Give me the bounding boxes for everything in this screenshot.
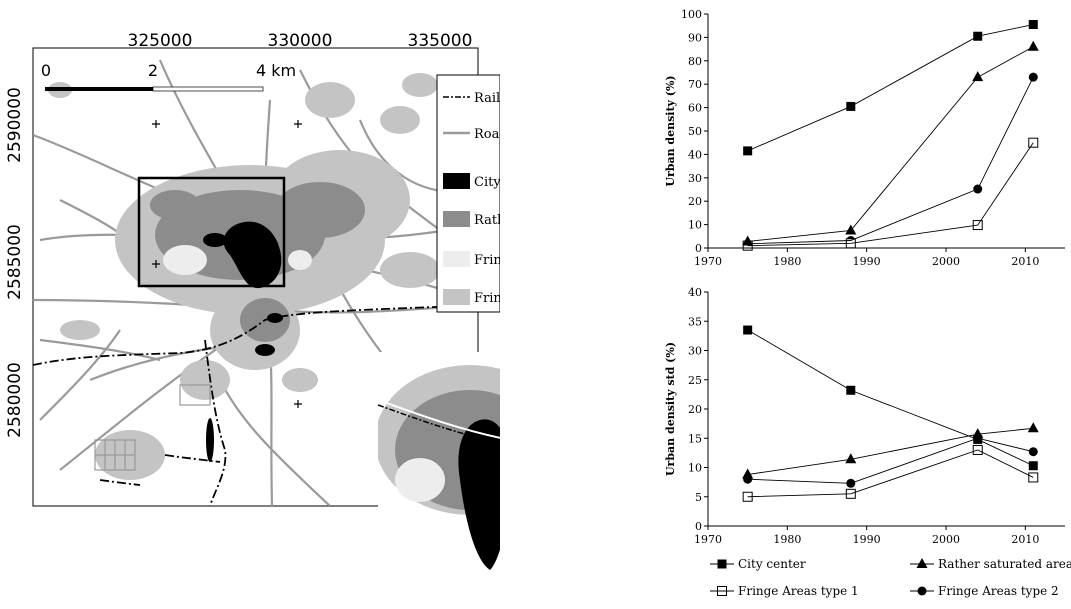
y-tick-label: 60: [688, 102, 702, 115]
map-svg: 325000 330000 335000 2590000 2585000 258…: [5, 31, 627, 576]
series-line: [747, 76, 1034, 245]
x-tick-label: 1990: [853, 255, 881, 268]
y-tick-label: 50: [688, 125, 702, 138]
marker-triangle: [916, 558, 928, 568]
x-coord-label: 335000: [408, 31, 473, 51]
series-line: [747, 142, 1034, 247]
scale-label: 2: [148, 61, 158, 80]
map-content: 0 2 4 km: [33, 59, 478, 506]
y-axis-label: Urban density std (%): [664, 342, 677, 476]
y-tick-label: 5: [695, 491, 702, 504]
y-tick-label: 90: [688, 31, 702, 44]
y-tick-label: 35: [688, 315, 702, 328]
x-tick-label: 2010: [1011, 255, 1039, 268]
charts-svg: Urban density std (%)2010200019901980197…: [664, 8, 1071, 598]
legend-label: City Center: [474, 175, 500, 190]
y-tick-label: 0: [695, 242, 702, 255]
series-line: [747, 46, 1034, 242]
y-tick-label: 30: [688, 172, 702, 185]
cross-markers: [152, 120, 302, 408]
x-tick-label: 2000: [932, 533, 960, 546]
scale-bar: 0 2 4 km: [41, 61, 296, 92]
marker-triangle: [1027, 422, 1039, 433]
y-tick-label: 25: [688, 374, 702, 387]
city-center-areas: [203, 221, 283, 462]
y-axis-label: Urban density (%): [664, 75, 677, 186]
legend-label: Rather saturated areas: [938, 557, 1071, 571]
y-coord-label: 2590000: [5, 87, 25, 163]
y-coord-label: 2580000: [5, 362, 25, 438]
series-line: [747, 427, 1034, 475]
legend-label: Fringe areas type 1: [474, 253, 500, 268]
legend-symbol: [443, 289, 470, 305]
x-tick-label: 1970: [694, 255, 722, 268]
y-tick-label: 10: [688, 462, 702, 475]
marker-triangle: [742, 235, 754, 246]
series-line: [747, 449, 1034, 498]
legend-symbol: [443, 211, 470, 227]
marker-triangle: [845, 224, 857, 235]
x-coord-label: 330000: [268, 31, 333, 51]
x-tick-label: 2010: [1011, 533, 1039, 546]
series-line: [747, 437, 1034, 484]
x-tick-label: 1970: [694, 533, 722, 546]
marker-triangle: [972, 71, 984, 82]
x-tick-label: 2000: [932, 255, 960, 268]
town-grid: [94, 384, 211, 471]
marker-triangle: [742, 468, 754, 479]
y-tick-label: 100: [681, 8, 702, 21]
inset-map: [378, 352, 500, 576]
legend-label: Fringe Areas type 1: [738, 584, 859, 598]
y-tick-label: 70: [688, 78, 702, 91]
legend-label: Fringe areas type 2: [474, 291, 500, 306]
series-line: [747, 24, 1034, 152]
x-tick-label: 1980: [773, 255, 801, 268]
fringe-type1-areas: [163, 245, 312, 275]
map-panel: 325000 330000 335000 2590000 2585000 258…: [0, 0, 627, 605]
x-tick-label: 1980: [773, 533, 801, 546]
x-coord-label: 325000: [128, 31, 193, 51]
y-tick-label: 10: [688, 219, 702, 232]
x-tick-label: 1990: [853, 533, 881, 546]
y-tick-label: 30: [688, 345, 702, 358]
legend-symbol: [443, 173, 470, 189]
legend-label: Railroads: [474, 91, 500, 106]
legend-symbol: [443, 251, 470, 267]
y-tick-label: 80: [688, 55, 702, 68]
map-legend: Railroads Roads City Center Rather saturate…: [436, 74, 627, 313]
y-tick-label: 20: [688, 403, 702, 416]
y-coord-label: 2585000: [5, 224, 25, 300]
legend-label: Rather saturated areas: [474, 213, 500, 228]
scale-label: 4 km: [256, 61, 296, 80]
zoom-extent-box: [137, 176, 286, 288]
marker-triangle: [845, 453, 857, 464]
y-tick-label: 15: [688, 432, 702, 445]
y-tick-label: 40: [688, 148, 702, 161]
y-tick-label: 20: [688, 195, 702, 208]
legend-label: Fringe Areas type 2: [938, 584, 1059, 598]
series-line: [747, 329, 1034, 467]
y-tick-label: 40: [688, 286, 702, 299]
railroads: [33, 304, 478, 506]
scale-label: 0: [41, 61, 51, 80]
charts-panel: Urban density std (%) 2010 2000 1990 1980 197…: [640, 0, 1071, 605]
y-tick-label: 0: [695, 520, 702, 533]
legend-label: City center: [738, 557, 806, 571]
legend-label: Roads: [474, 127, 500, 142]
